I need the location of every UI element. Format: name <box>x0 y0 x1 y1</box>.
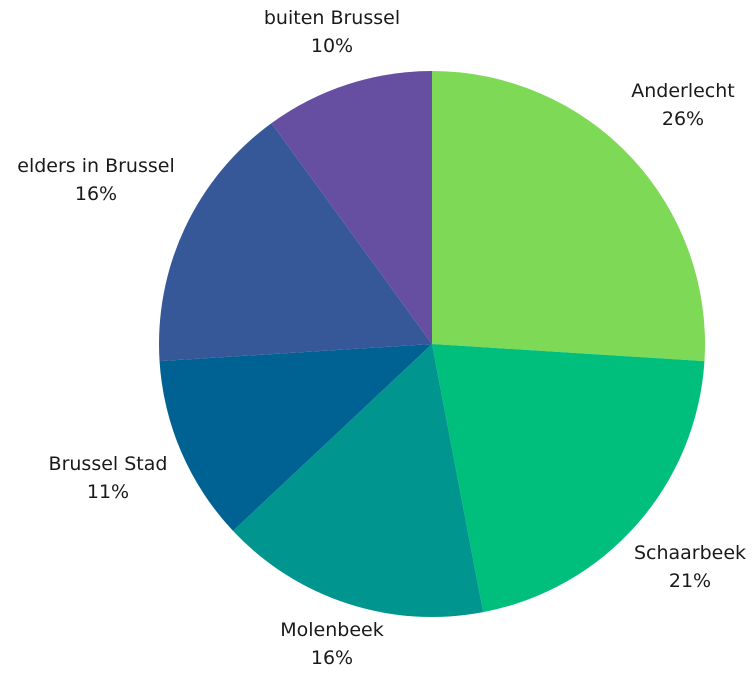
pie-slice-anderlecht <box>432 71 705 362</box>
slice-label-schaarbeek: Schaarbeek <box>634 542 746 564</box>
slice-value-label-anderlecht: 26% <box>662 108 704 130</box>
slice-value-label-schaarbeek: 21% <box>669 570 711 592</box>
slice-label-brussel-stad: Brussel Stad <box>49 453 168 475</box>
pie-slice-molenbeek <box>232 344 484 617</box>
slice-label-molenbeek: Molenbeek <box>280 619 383 641</box>
slices-layer <box>159 71 705 617</box>
labels-layer: Anderlecht 26% Schaarbeek 21% Molenbeek 16% Br… <box>17 7 746 669</box>
slice-value-label-elders-in-brussel: 16% <box>75 183 117 205</box>
pie-slice-elders-in-brussel <box>159 123 433 362</box>
slice-value-label-molenbeek: 16% <box>311 647 353 669</box>
pie-slice-buiten-brussel <box>271 71 432 344</box>
slice-label-elders-in-brussel: elders in Brussel <box>17 155 174 177</box>
slice-value-label-buiten-brussel: 10% <box>311 35 353 57</box>
pie-slice-brussel-stad <box>159 344 433 531</box>
slice-value-label-brussel-stad: 11% <box>87 481 129 503</box>
slice-label-anderlecht: Anderlecht <box>631 80 735 102</box>
slice-label-buiten-brussel: buiten Brussel <box>264 7 400 29</box>
pie-slice-schaarbeek <box>432 344 705 613</box>
